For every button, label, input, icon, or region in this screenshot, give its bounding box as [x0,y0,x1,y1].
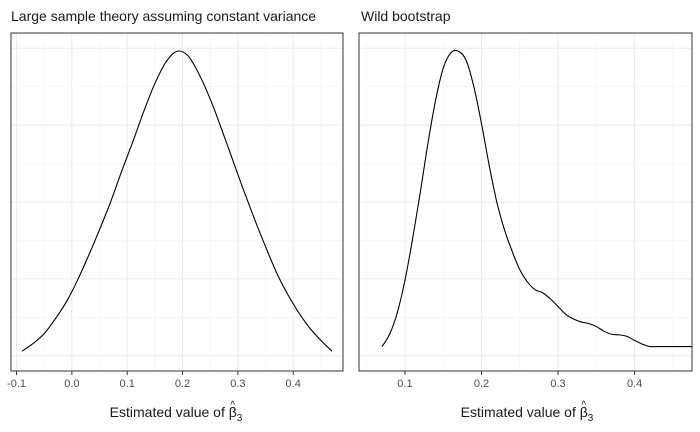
x-tick-label: 0.0 [64,378,79,390]
x-axis-title-symbol: β [580,404,588,420]
x-tick-label: 0.3 [550,378,565,390]
x-axis-title: Estimated value of β3 [461,404,594,424]
x-axis-title-subscript: 3 [237,413,243,424]
panel-title: Large sample theory assuming constant va… [11,8,316,24]
x-tick-label: 0.2 [474,378,489,390]
panel-wild-bootstrap: Wild bootstrap 0.1 0.2 0.3 0.4 Estimated va… [358,8,693,424]
grid [359,33,692,371]
panel-title: Wild bootstrap [361,8,451,24]
x-tick-label: 0.2 [175,378,190,390]
density-curve [21,50,333,352]
x-tick-label: 0.3 [230,378,245,390]
x-axis-title-subscript: 3 [588,413,594,424]
panel-large-sample: Large sample theory assuming constant va… [7,8,344,424]
x-axis-title-hat: ^ [230,400,235,411]
x-tick-label: 0.4 [286,378,301,390]
x-tick-label: 0.1 [120,378,135,390]
x-tick-label: 0.4 [627,378,642,390]
x-axis-title-prefix: Estimated value of [461,404,580,420]
x-axis-ticks: -0.1 0.0 0.1 0.2 0.3 0.4 [7,371,301,390]
x-axis-title: Estimated value of β3 [110,404,243,424]
panel-border [358,32,693,372]
panel-border [10,32,344,372]
x-tick-label: 0.1 [397,378,412,390]
x-axis-title-hat: ^ [581,400,586,411]
density-curve [381,49,692,348]
x-axis-title-prefix: Estimated value of [110,404,229,420]
grid [11,33,343,371]
x-tick-label: -0.1 [7,378,26,390]
x-axis-ticks: 0.1 0.2 0.3 0.4 [397,371,642,390]
x-axis-title-symbol: β [229,404,237,420]
